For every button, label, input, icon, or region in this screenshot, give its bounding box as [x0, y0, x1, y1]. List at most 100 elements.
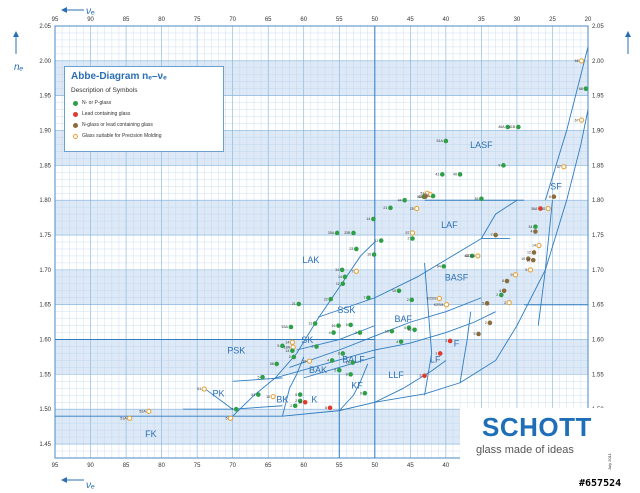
y-axis-arrowhead-right: [625, 31, 631, 37]
glass-point-label: 18A: [284, 345, 291, 349]
legend-heading: Description of Symbols: [71, 87, 138, 94]
legend-label: Lead containing glass: [82, 111, 131, 117]
glass-point: [457, 172, 463, 177]
region-label: F: [454, 339, 460, 349]
x-axis-title-bottom: νₑ: [86, 480, 95, 491]
glass-point-label: 15: [526, 258, 530, 262]
glass-point-label: 2: [407, 237, 409, 241]
glass-point: [362, 390, 368, 396]
legend-item-lead-glass: Lead containing glass: [73, 110, 130, 118]
legend-swatch: [73, 100, 78, 106]
glass-point: [296, 301, 302, 307]
glass-point: [440, 172, 445, 177]
glass-point-label: 8: [346, 373, 348, 377]
glass-point: [578, 117, 585, 123]
glass-point: [389, 328, 395, 334]
glass-point: [227, 415, 234, 421]
x-tick-label-top: 20: [585, 17, 592, 23]
glass-point: [312, 321, 318, 326]
legend-item-n-or-lead-glass: N-glass or lead containing glass: [73, 121, 153, 129]
glass-point: [388, 205, 393, 211]
y-tick-label-left: 1.50: [39, 407, 51, 413]
region-label: KF: [351, 380, 363, 390]
glass-point-label: 3: [355, 331, 357, 335]
glass-point: [430, 193, 436, 199]
y-tick-label-right: 1.55: [592, 372, 604, 378]
x-tick-label-bottom: 65: [265, 463, 272, 469]
glass-point-label: 4: [499, 289, 501, 293]
x-tick-label-bottom: 85: [123, 463, 130, 469]
x-tick-label-bottom: 95: [52, 463, 59, 469]
glass-point-label: 68: [579, 87, 583, 91]
glass-point: [331, 330, 336, 335]
region-label: FK: [145, 429, 157, 439]
glass-point: [329, 358, 335, 363]
glass-point: [484, 301, 490, 306]
region-label: K: [311, 394, 317, 404]
glass-point-label: 2: [496, 293, 498, 297]
glass-point: [339, 267, 345, 273]
glass-point-label: 21: [383, 206, 387, 210]
x-tick-label-top: 30: [514, 17, 521, 23]
glass-point: [288, 324, 294, 330]
y-tick-label-left: 1.95: [39, 94, 51, 100]
glass-point: [291, 354, 297, 360]
y-tick-label-left: 1.85: [39, 163, 51, 169]
glass-point: [306, 358, 313, 364]
glass-point-label: 51: [420, 191, 424, 195]
glass-point: [437, 351, 443, 356]
glass-point: [201, 386, 207, 392]
psk-boundary: [232, 377, 283, 382]
glass-point-label: 10: [541, 207, 545, 211]
glass-point: [334, 230, 340, 236]
glass-point-label: 57: [557, 165, 561, 169]
glass-point-label: 5: [325, 406, 327, 410]
glass-point: [328, 296, 334, 302]
y-axis-title: nₑ: [14, 62, 24, 73]
glass-point-label: 12: [336, 282, 340, 286]
glass-point: [536, 242, 542, 249]
pk-side: [203, 387, 233, 410]
x-axis-title-top: νₑ: [86, 6, 95, 17]
glass-point: [327, 405, 333, 411]
glass-point: [290, 348, 295, 353]
glass-point: [351, 230, 356, 236]
glass-point: [274, 361, 280, 367]
glass-point-label: 11: [308, 322, 312, 326]
x-tick-label-bottom: 55: [336, 463, 343, 469]
glass-point-label: 4: [404, 326, 406, 330]
x-tick-label-bottom: 80: [158, 463, 165, 469]
glass-point: [436, 295, 443, 302]
glass-point: [292, 403, 298, 409]
glass-point-label: 35: [474, 197, 478, 201]
background-band: [55, 200, 588, 236]
glass-point: [280, 343, 285, 349]
glass-point: [501, 288, 507, 294]
glass-point-label: 52A: [139, 410, 146, 414]
glass-point: [533, 229, 538, 234]
glass-points: 66686746A41B51A9574140334451303143356212…: [120, 58, 589, 421]
glass-point-label: 9: [498, 164, 500, 168]
glass-point-label: 64: [437, 265, 441, 269]
glass-point-label: 7: [351, 269, 353, 273]
glass-point-label: 10: [302, 359, 306, 363]
glass-point-label: 21: [292, 302, 296, 306]
x-tick-label-top: 55: [336, 17, 343, 23]
glass-point: [233, 406, 239, 412]
watermark: #657524: [577, 478, 624, 489]
glass-point-label: 46A: [498, 125, 505, 129]
brand-tagline: glass made of ideas: [476, 444, 574, 456]
glass-point-label: 11: [374, 239, 378, 243]
glass-point-label: 5: [226, 416, 228, 420]
region-label: LASF: [470, 140, 493, 150]
glass-point: [414, 205, 420, 212]
glass-point-label: 35A: [328, 231, 335, 235]
glass-point-label: 6: [549, 195, 551, 199]
glass-point: [371, 252, 377, 257]
x-tick-label-top: 90: [87, 17, 94, 23]
glass-point: [350, 360, 356, 365]
y-tick-label-left: 1.70: [39, 268, 51, 274]
legend-label: Glass suitable for Precision Molding: [82, 133, 162, 139]
glass-point-label: 14: [366, 217, 370, 221]
glass-point: [412, 327, 417, 333]
